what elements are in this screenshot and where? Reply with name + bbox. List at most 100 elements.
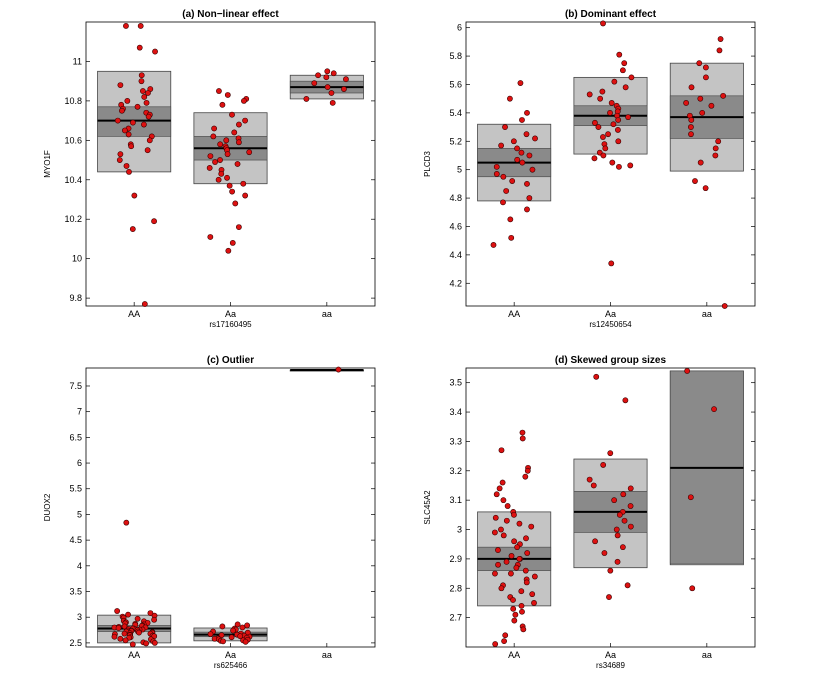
data-point [492, 514, 499, 521]
data-point [147, 610, 154, 616]
data-point [117, 151, 124, 158]
y-tick-label: 4.8 [449, 193, 462, 203]
data-point [125, 131, 132, 138]
data-point [241, 97, 247, 104]
data-point [503, 517, 510, 524]
data-point [224, 92, 231, 98]
data-point [528, 523, 535, 530]
y-tick-label: 3 [457, 525, 462, 535]
y-tick-label: 11 [73, 56, 82, 66]
data-point [225, 247, 232, 254]
data-point [683, 100, 690, 106]
data-point [498, 585, 505, 592]
y-tick-label: 3.5 [69, 587, 82, 597]
data-point [498, 447, 505, 454]
data-point [329, 99, 336, 106]
x-category-label: aa [702, 650, 712, 660]
data-point [609, 159, 616, 166]
data-point [510, 597, 516, 603]
data-point [627, 485, 634, 492]
data-point [524, 550, 531, 556]
data-point [597, 95, 604, 102]
data-point [522, 473, 529, 480]
data-point [526, 195, 533, 201]
data-point [242, 638, 249, 645]
data-point [600, 152, 607, 159]
data-point [234, 621, 241, 628]
y-tick-label: 6 [457, 23, 462, 33]
data-point [514, 544, 521, 551]
data-point [703, 74, 709, 81]
data-point [242, 192, 249, 199]
data-point [501, 638, 508, 645]
y-tick-label: 4 [77, 561, 82, 571]
data-point [592, 119, 598, 126]
y-tick-label: 2.7 [449, 613, 462, 623]
data-point [146, 137, 153, 144]
data-point [119, 107, 125, 114]
data-point [123, 163, 130, 169]
data-point [516, 520, 523, 527]
data-point [717, 36, 724, 42]
data-point [496, 485, 503, 492]
data-point [115, 625, 122, 631]
data-point [531, 573, 538, 580]
data-point [586, 476, 593, 483]
data-point [619, 544, 626, 551]
data-point [121, 630, 128, 637]
data-point [620, 491, 627, 498]
plot-frame [85, 367, 376, 648]
data-point [511, 511, 517, 518]
x-axis-label: rs17160495 [209, 320, 252, 329]
data-point [511, 617, 518, 624]
data-point [500, 199, 506, 206]
data-point [123, 23, 129, 29]
x-category-label: Aa [605, 650, 616, 660]
data-point [492, 641, 499, 647]
data-point [503, 558, 510, 565]
data-point [129, 641, 136, 648]
data-point [610, 121, 617, 128]
data-point [519, 435, 526, 442]
data-point [522, 567, 529, 574]
data-point [121, 127, 128, 134]
data-point [303, 96, 310, 102]
data-point [341, 86, 347, 92]
data-point [144, 147, 151, 154]
data-point [323, 74, 330, 81]
data-point [523, 535, 529, 542]
data-point [495, 547, 501, 553]
x-category-label: Aa [225, 309, 236, 319]
data-point [143, 640, 150, 647]
y-tick-label: 4.4 [449, 250, 462, 260]
data-point [224, 151, 231, 158]
data-point [692, 178, 698, 184]
data-point [324, 84, 331, 90]
data-point [711, 406, 717, 413]
data-point [621, 517, 628, 524]
y-tick-label: 5.2 [449, 136, 462, 146]
data-point [114, 117, 121, 124]
y-tick-label: 9.8 [69, 293, 82, 303]
data-point [715, 138, 722, 145]
data-point [622, 84, 629, 91]
data-point [136, 44, 143, 51]
data-point [212, 159, 218, 165]
data-point [593, 373, 600, 380]
data-point [605, 131, 611, 138]
data-point [125, 611, 131, 618]
data-point [616, 163, 622, 170]
y-tick-label: 2.8 [449, 583, 462, 593]
data-point [117, 635, 124, 642]
data-point [509, 178, 516, 184]
data-point [502, 632, 509, 639]
data-point [111, 633, 118, 640]
data-point [224, 174, 230, 181]
x-category-label: Aa [605, 309, 616, 319]
data-point [128, 143, 135, 150]
data-point [532, 135, 538, 142]
y-tick-label: 5.4 [449, 108, 462, 118]
y-tick-label: 10.4 [64, 175, 82, 185]
data-point [508, 570, 514, 577]
